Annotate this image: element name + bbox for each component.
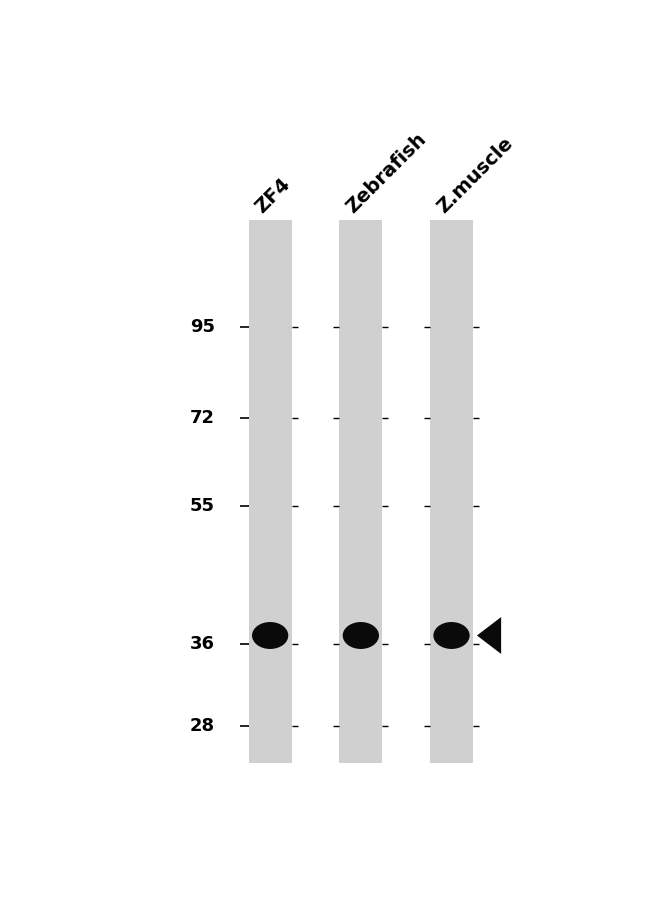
Text: 72: 72 — [190, 409, 214, 426]
Text: 55: 55 — [190, 496, 214, 515]
Text: Zebrafish: Zebrafish — [343, 130, 430, 216]
Text: 95: 95 — [190, 318, 214, 336]
Ellipse shape — [434, 622, 470, 649]
Bar — [430, 220, 473, 763]
Text: ZF4: ZF4 — [252, 174, 294, 216]
Bar — [339, 220, 382, 763]
Polygon shape — [477, 617, 501, 654]
Text: Z.muscle: Z.muscle — [433, 134, 516, 216]
Ellipse shape — [343, 622, 379, 649]
Text: 36: 36 — [190, 635, 214, 653]
Bar — [249, 220, 292, 763]
Text: 28: 28 — [190, 717, 214, 735]
Ellipse shape — [252, 622, 289, 649]
